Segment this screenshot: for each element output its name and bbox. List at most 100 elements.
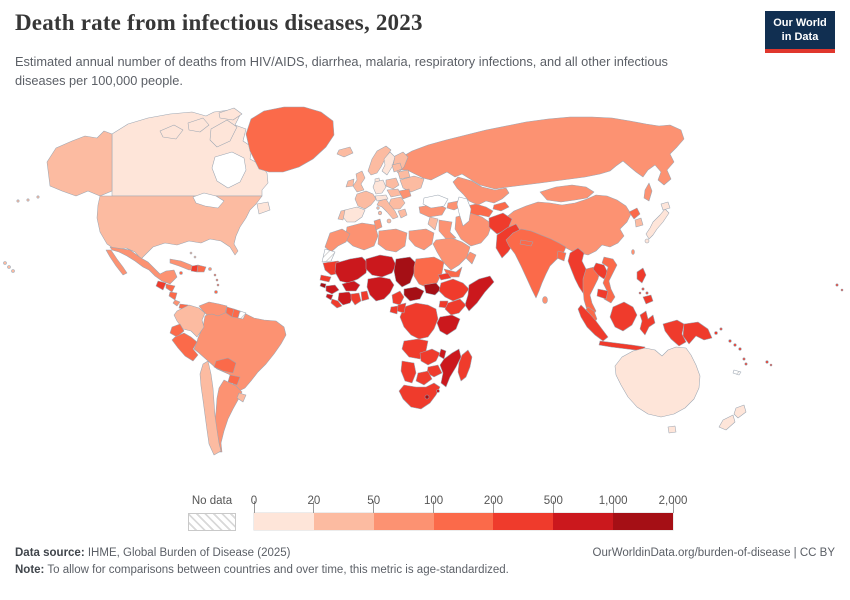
country-guinea[interactable] <box>325 284 340 295</box>
country-ecuador[interactable] <box>169 323 185 338</box>
country-senegal[interactable] <box>319 274 332 283</box>
country-png[interactable] <box>682 321 713 345</box>
country-eswatini[interactable] <box>436 389 440 393</box>
legend-bin-0[interactable] <box>254 513 314 530</box>
country-new-zealand-south[interactable] <box>718 414 736 431</box>
country-italy-sicily[interactable] <box>386 218 392 224</box>
country-japan-kyushu[interactable] <box>644 238 650 244</box>
country-colombia[interactable] <box>173 304 206 338</box>
country-nigeria[interactable] <box>366 276 395 302</box>
country-canada-ellesmere[interactable] <box>218 107 243 121</box>
country-mexico-baja[interactable] <box>105 249 128 276</box>
country-bolivia[interactable] <box>213 357 237 374</box>
country-canada-island2[interactable] <box>187 117 210 133</box>
country-usa-alaska[interactable] <box>46 130 113 197</box>
country-usa-hawaii[interactable] <box>3 261 7 265</box>
country-solomon-islands[interactable] <box>738 347 742 351</box>
country-tunisia[interactable] <box>373 218 383 231</box>
country-indonesia-sulawesi[interactable] <box>639 310 656 336</box>
country-namibia[interactable] <box>400 360 417 384</box>
country-spain[interactable] <box>341 206 366 223</box>
country-sweden[interactable] <box>381 151 396 176</box>
country-bangladesh[interactable] <box>556 250 567 262</box>
country-canada-baffin[interactable] <box>209 119 238 148</box>
country-puerto-rico[interactable] <box>208 267 212 271</box>
country-ireland[interactable] <box>345 178 355 188</box>
country-libya[interactable] <box>377 228 408 253</box>
country-guatemala[interactable] <box>155 280 167 291</box>
country-italy[interactable] <box>376 198 399 220</box>
legend-bin-6[interactable] <box>613 513 673 530</box>
country-mali[interactable] <box>334 256 369 284</box>
country-japan-hokkaido[interactable] <box>660 201 671 211</box>
country-kyrgyz-tajik[interactable] <box>492 201 510 212</box>
country-egypt[interactable] <box>408 228 435 251</box>
country-italy-sardinia[interactable] <box>377 210 383 216</box>
country-ghana[interactable] <box>350 292 362 306</box>
country-cambodia[interactable] <box>596 288 609 300</box>
country-poland[interactable] <box>385 177 400 190</box>
country-iraq[interactable] <box>438 219 457 241</box>
country-pacific-islands[interactable] <box>835 283 839 287</box>
country-greece[interactable] <box>397 208 408 219</box>
country-indonesia-sumatra[interactable] <box>577 304 609 342</box>
country-laos[interactable] <box>592 262 609 280</box>
legend-bin-3[interactable] <box>433 513 494 530</box>
country-indonesia-papua[interactable] <box>662 319 687 347</box>
country-cameroon[interactable] <box>391 290 405 306</box>
country-sudan[interactable] <box>413 256 445 289</box>
country-jamaica[interactable] <box>179 271 183 275</box>
country-trinidad[interactable] <box>214 290 218 294</box>
country-usa-hawaii[interactable] <box>11 269 15 273</box>
country-saudi-arabia[interactable] <box>432 237 471 271</box>
country-ukraine[interactable] <box>399 175 425 193</box>
country-bahamas[interactable] <box>189 251 193 255</box>
country-japan-honshu[interactable] <box>645 208 670 240</box>
country-lesser-antilles[interactable] <box>216 283 220 287</box>
country-guinea-bissau[interactable] <box>319 282 327 289</box>
country-france-corsica[interactable] <box>376 206 380 210</box>
country-pacific-islands[interactable] <box>840 288 844 292</box>
country-sri-lanka[interactable] <box>542 296 548 304</box>
country-philippines-visayas[interactable] <box>645 291 649 295</box>
country-somalia[interactable] <box>464 275 495 312</box>
country-philippines-visayas[interactable] <box>638 291 642 295</box>
country-drc[interactable] <box>399 302 439 340</box>
country-baltics[interactable] <box>391 162 403 173</box>
country-kenya[interactable] <box>444 298 467 316</box>
country-australia-tasmania[interactable] <box>667 425 677 434</box>
country-north-korea[interactable] <box>628 207 641 220</box>
legend-scale[interactable]: 0 20 50 100 200 500 1,000 2,000 <box>251 495 687 531</box>
country-solomon-islands[interactable] <box>733 343 737 347</box>
country-zambia[interactable] <box>419 348 441 366</box>
country-madagascar[interactable] <box>457 349 473 382</box>
country-sierra-leone[interactable] <box>325 293 334 301</box>
country-lesser-antilles[interactable] <box>215 278 219 282</box>
country-peru[interactable] <box>171 332 199 362</box>
legend-no-data-swatch[interactable] <box>188 513 236 531</box>
country-burkina-faso[interactable] <box>341 280 361 292</box>
country-niger[interactable] <box>365 254 397 278</box>
country-south-africa[interactable] <box>398 382 441 410</box>
country-uruguay[interactable] <box>236 392 247 403</box>
country-australia[interactable] <box>614 346 701 418</box>
country-philippines-luzon[interactable] <box>636 267 647 284</box>
country-french-guiana[interactable] <box>237 310 247 320</box>
country-chad[interactable] <box>393 256 417 288</box>
country-indonesia-borneo[interactable] <box>609 301 638 332</box>
country-fiji[interactable] <box>769 363 773 367</box>
country-algeria[interactable] <box>344 222 379 251</box>
country-romania[interactable] <box>398 188 412 200</box>
country-canada-newfoundland[interactable] <box>256 201 271 215</box>
country-malawi[interactable] <box>438 348 447 360</box>
country-lesser-antilles[interactable] <box>213 273 217 277</box>
country-philippines-mindanao[interactable] <box>642 294 654 305</box>
country-ethiopia[interactable] <box>438 278 470 302</box>
country-honduras[interactable] <box>165 283 176 293</box>
country-bahamas[interactable] <box>193 255 197 259</box>
country-png-new-britain[interactable] <box>714 331 718 335</box>
country-solomon-islands[interactable] <box>728 339 732 343</box>
country-usa-hawaii[interactable] <box>7 265 11 269</box>
country-dominican-republic[interactable] <box>196 264 207 273</box>
